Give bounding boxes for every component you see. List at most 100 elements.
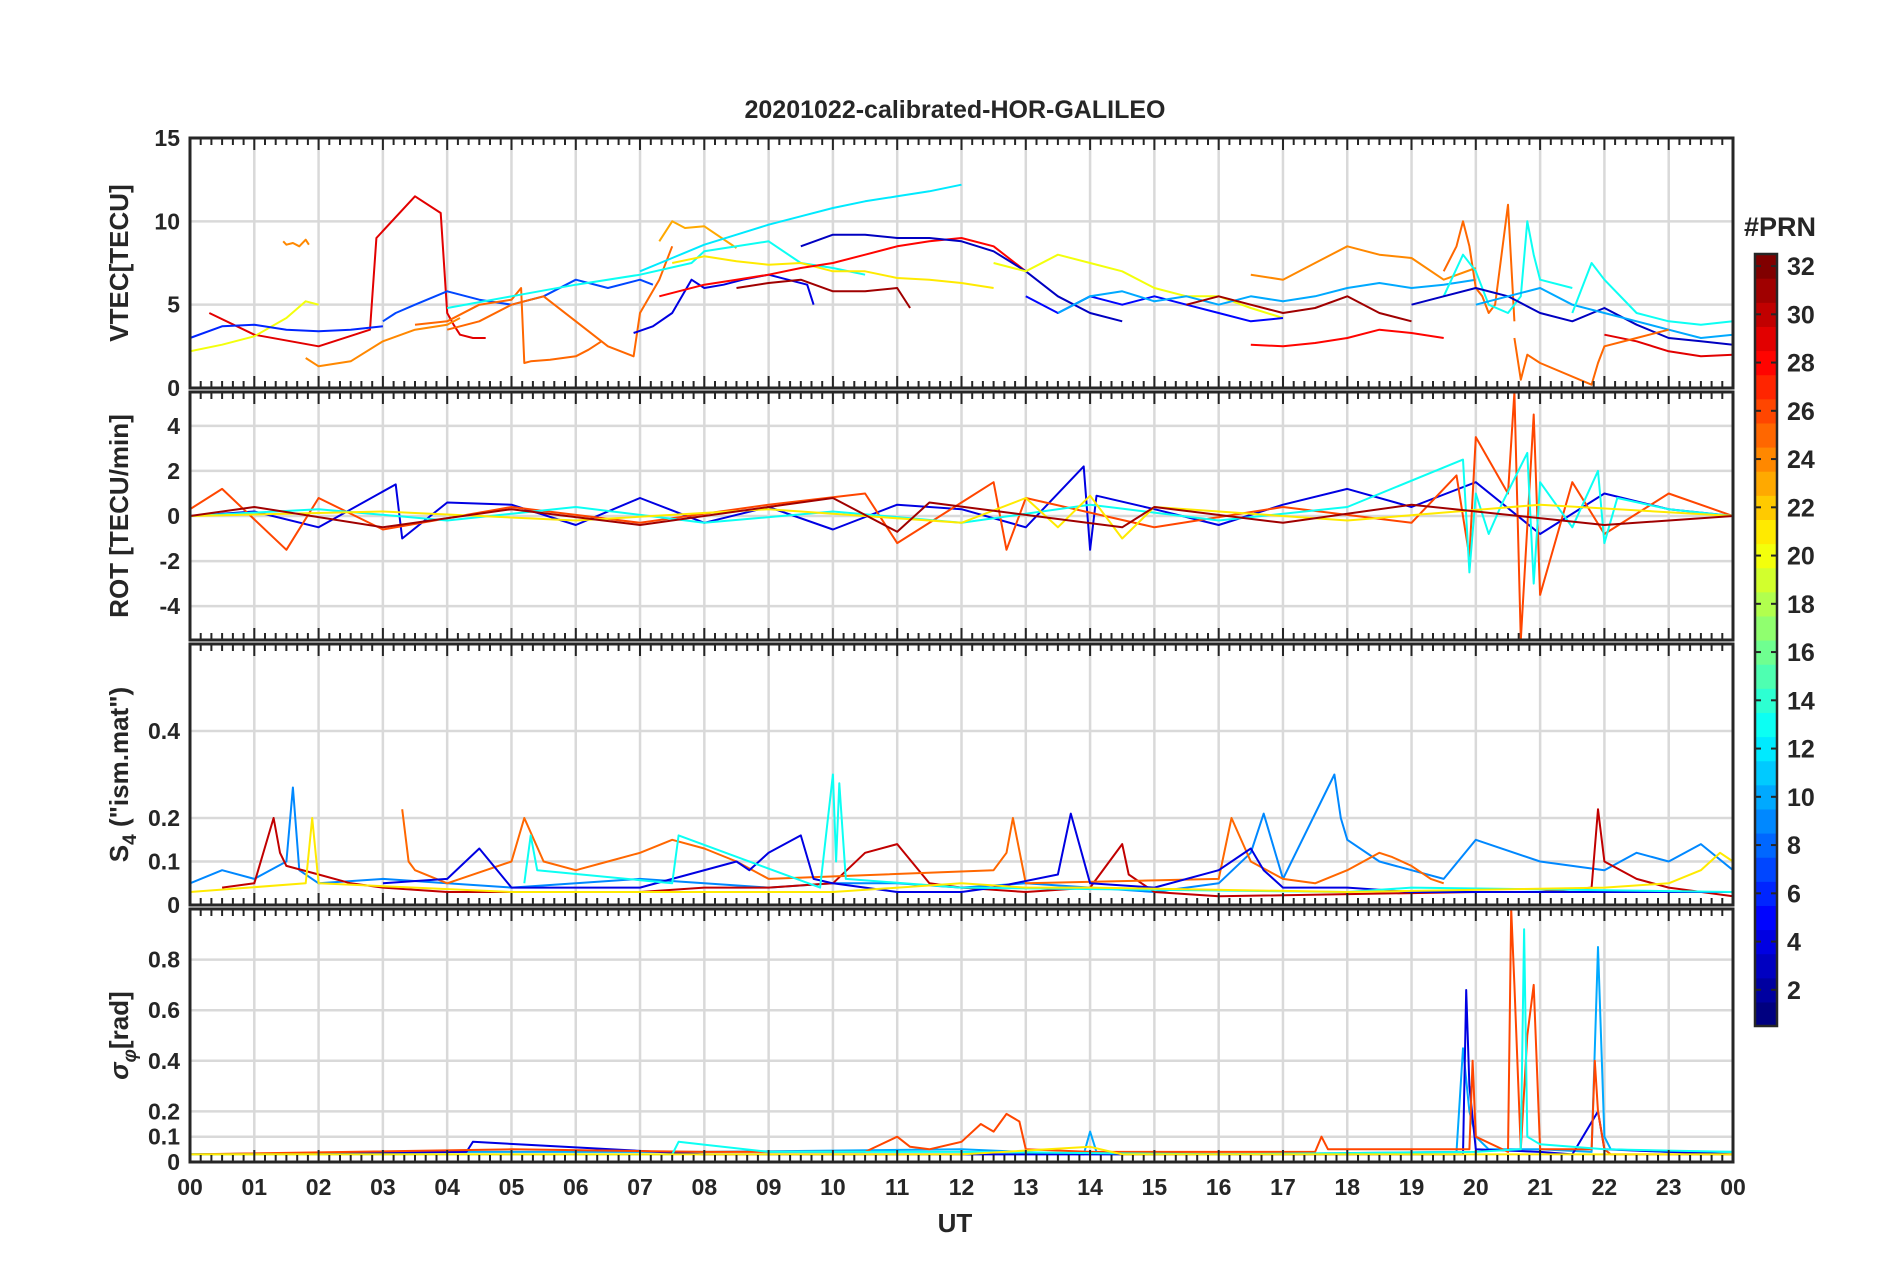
colorbar-tick-label: 6	[1787, 880, 1801, 908]
y-tick-label: -2	[160, 548, 180, 574]
colorbar-tick-label: 4	[1787, 929, 1801, 957]
colorbar-segment	[1755, 254, 1777, 279]
series-line	[659, 237, 1027, 298]
colorbar-tick-label: 32	[1787, 253, 1815, 281]
x-tick-label: 00	[177, 1174, 203, 1200]
series-line	[1513, 328, 1669, 386]
x-tick-label: 19	[1399, 1174, 1425, 1200]
colorbar-segment	[1755, 326, 1777, 352]
colorbar-segment	[1755, 1001, 1777, 1027]
colorbar-segment	[1755, 977, 1777, 1003]
colorbar-segment	[1755, 808, 1777, 834]
colorbar-segment	[1755, 833, 1777, 858]
colorbar-segment	[1755, 712, 1777, 738]
y-tick-label: 2	[167, 458, 180, 484]
colorbar-frame	[1753, 252, 1779, 1028]
series-line	[190, 323, 384, 339]
series-line	[671, 255, 994, 289]
y-tick-label: 0.4	[148, 1048, 180, 1074]
series-line	[736, 278, 911, 309]
series-line	[190, 497, 1733, 533]
colorbar-segment	[1755, 495, 1777, 520]
series-line	[1442, 203, 1516, 322]
series-line	[282, 238, 310, 248]
colorbar-segment	[1755, 929, 1777, 955]
series-line	[800, 233, 1123, 323]
series-line	[190, 494, 1733, 540]
y-tick-label: 0.8	[148, 947, 180, 973]
x-ticks	[189, 392, 1734, 640]
x-tick-label: 08	[692, 1174, 718, 1200]
series-line	[208, 195, 486, 348]
colorbar-segment	[1755, 422, 1777, 448]
x-tick-label: 17	[1270, 1174, 1296, 1200]
series-line	[414, 287, 603, 364]
x-ticks	[189, 644, 1734, 905]
colorbar-segment	[1755, 905, 1777, 931]
x-tick-label: 22	[1592, 1174, 1618, 1200]
colorbar-tick-label: 8	[1787, 832, 1801, 860]
series-line	[1475, 287, 1733, 339]
x-tick-label: 10	[820, 1174, 846, 1200]
series-line	[382, 812, 1733, 893]
colorbar-segment	[1755, 664, 1777, 689]
y-tick-label: 10	[154, 208, 180, 234]
colorbar-tick-label: 10	[1787, 784, 1815, 812]
colorbar-tick-label: 2	[1787, 977, 1801, 1005]
y-axis-label: S4 ("ism.mat")	[104, 687, 141, 862]
series-group	[190, 183, 1733, 386]
y-tick-label: 0	[167, 1149, 180, 1175]
chart-title: 20201022-calibrated-HOR-GALILEO	[745, 96, 1166, 124]
y-tick-label: 0.4	[148, 718, 180, 744]
colorbar-tick-label: 20	[1787, 543, 1815, 571]
series-line	[658, 220, 738, 249]
x-tick-label: 23	[1656, 1174, 1682, 1200]
colorbar-segment	[1755, 688, 1777, 713]
colorbar-tick-label: 24	[1787, 446, 1815, 474]
colorbar-segment	[1755, 953, 1777, 979]
colorbar-tick-label: 14	[1787, 687, 1815, 715]
series-line	[639, 183, 962, 273]
series-line	[993, 253, 1284, 319]
panel-sigma: 00.10.2 0.4 0.6 0.8 σφ[rad]	[104, 907, 1735, 1175]
y-tick-label: 0.1	[148, 1124, 180, 1150]
x-tick-label: 05	[499, 1174, 525, 1200]
colorbar-segment	[1755, 640, 1777, 665]
series-line	[446, 245, 674, 358]
x-tick-label: 09	[756, 1174, 782, 1200]
colorbar-segment	[1755, 471, 1777, 496]
y-tick-label: 0	[167, 503, 180, 529]
y-tick-label: 0	[167, 892, 180, 918]
colorbar-segment	[1755, 519, 1777, 545]
series-line	[190, 817, 1733, 893]
series-line	[1250, 245, 1477, 281]
colorbar-segment	[1755, 398, 1777, 424]
series-line	[1186, 295, 1412, 323]
colorbar-segment	[1755, 881, 1777, 906]
x-ticks	[189, 909, 1734, 1162]
panel-s4: 0 0.1 0.2 0.4 S4 ("ism.mat")	[104, 642, 1735, 918]
y-tick-label: 0	[167, 375, 180, 401]
colorbar-segment	[1755, 784, 1777, 810]
y-tick-label: 0.2	[148, 1098, 180, 1124]
panel-vtec: 0 5 10 15 VTEC[TECU]	[104, 125, 1735, 401]
series-line	[1250, 328, 1444, 348]
x-tick-label: 14	[1077, 1174, 1103, 1200]
series-group	[190, 392, 1733, 640]
colorbar-segment	[1755, 567, 1777, 593]
x-tick-label: 11	[885, 1174, 910, 1200]
x-tick-label: 01	[241, 1174, 267, 1200]
colorbar-segment	[1755, 760, 1777, 786]
x-tick-label: 13	[1013, 1174, 1039, 1200]
colorbar-tick-label: 12	[1787, 736, 1815, 764]
series-line	[190, 451, 1733, 585]
colorbar-segment	[1755, 447, 1777, 472]
y-axis-label: σφ[rad]	[104, 991, 141, 1079]
colorbar-segment	[1755, 615, 1777, 641]
y-axis-label: VTEC[TECU]	[104, 184, 134, 341]
series-line	[190, 909, 1733, 1156]
x-ticks	[189, 138, 1734, 388]
x-tick-label: 15	[1142, 1174, 1168, 1200]
